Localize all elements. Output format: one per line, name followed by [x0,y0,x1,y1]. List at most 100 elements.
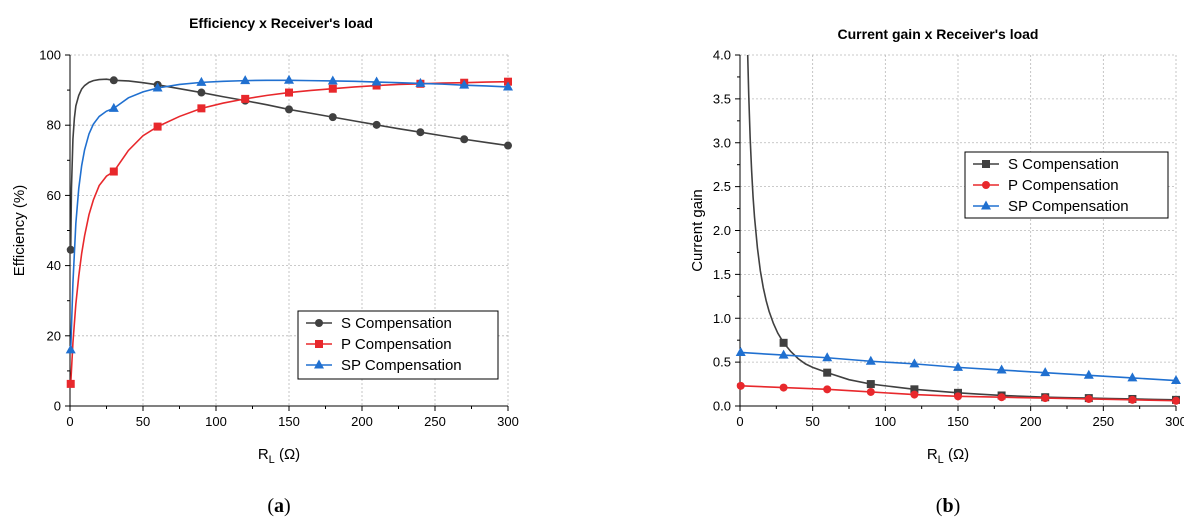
y-tick-label: 4.0 [713,48,731,63]
legend-marker [315,319,323,327]
data-point [953,361,963,371]
data-point [504,141,512,150]
y-tick-label: 2.5 [713,179,731,194]
x-tick-label: 50 [805,414,819,429]
series-line [70,80,508,384]
data-point [109,167,118,176]
series-line [70,79,508,350]
legend-label: SP Compensation [341,357,462,374]
data-point [822,352,833,362]
y-tick-label: 20 [47,328,61,343]
data-point [779,338,788,347]
data-point [1040,367,1051,377]
legend-marker [982,160,990,168]
data-point [371,76,382,86]
x-axis-label: RL (Ω) [258,446,300,466]
data-point [460,135,469,144]
series-sp [735,346,1181,385]
y-tick-label: 40 [47,258,61,273]
legend-marker [315,340,323,348]
data-point [1171,375,1181,385]
legend-label: P Compensation [1008,177,1119,194]
x-tick-label: 100 [874,414,896,429]
legend: S Compensation P Compensation SP Compensat… [297,310,499,380]
legend-label: SP Compensation [1008,198,1129,215]
x-tick-label: 250 [424,414,446,429]
data-point [735,346,746,356]
data-point [1041,394,1050,403]
x-tick-label: 300 [1165,414,1184,429]
x-tick-label: 200 [1020,414,1042,429]
y-tick-label: 1.0 [713,311,731,326]
y-tick-label: 100 [39,48,61,63]
data-point [1084,394,1093,403]
data-point [823,385,832,394]
x-tick-label: 200 [351,414,373,429]
data-point [866,380,875,389]
x-tick-label: 300 [497,414,519,429]
data-point [109,76,118,85]
data-point [823,368,832,377]
series-line [746,55,1176,401]
data-point [66,379,75,388]
x-axis-label: RL (Ω) [927,446,969,466]
data-point [197,104,206,113]
data-point [153,122,162,131]
data-point [328,113,337,122]
y-tick-label: 0 [54,399,61,414]
y-tick-label: 60 [47,188,61,203]
y-axis-label: Current gain [689,189,706,272]
data-point [108,102,119,112]
data-point [152,82,163,92]
data-point [1127,372,1138,382]
data-point [996,364,1007,374]
data-point [503,81,513,91]
data-point [284,74,294,84]
data-point [328,84,337,93]
legend-marker [981,200,991,210]
data-point [372,81,381,90]
data-point [66,245,75,254]
data-point [1128,395,1137,404]
data-point [866,387,875,396]
subfigure-caption: (b) [936,495,960,517]
x-tick-label: 0 [66,414,73,429]
legend-label: P Compensation [341,336,452,353]
x-tick-label: 100 [205,414,227,429]
data-point [285,88,293,97]
data-point [459,79,470,89]
data-point [954,392,962,401]
y-tick-label: 0.0 [713,399,731,414]
chart-title: Current gain x Receiver's load [838,26,1039,42]
y-tick-label: 1.5 [713,267,731,282]
chart-title: Efficiency x Receiver's load [189,15,373,31]
data-point [1083,369,1094,379]
chart-efficiency: 0 50 100 150 200 250 300 0 20 40 60 80 100 Efficiency… [11,15,519,517]
data-point [65,344,76,354]
data-point [865,355,876,365]
data-point [779,383,788,392]
x-tick-label: 150 [278,414,300,429]
subfigure-caption: (a) [267,495,290,517]
legend-box [297,310,499,380]
x-tick-label: 250 [1092,414,1114,429]
x-tick-label: 0 [736,414,743,429]
data-point [736,381,745,390]
data-point [197,88,206,97]
y-tick-label: 3.0 [713,135,731,150]
data-point [416,128,425,137]
legend-label: S Compensation [1008,156,1119,173]
data-point [372,120,381,129]
x-tick-label: 50 [136,414,150,429]
y-tick-label: 2.0 [713,223,731,238]
legend: S Compensation P Compensation SP Compensat… [964,151,1169,219]
data-point [910,390,919,399]
data-point [1172,396,1180,405]
data-point [909,358,920,368]
series-p [736,381,1180,405]
data-point [240,75,251,85]
data-point [910,385,919,394]
series-sp [65,74,513,354]
y-tick-label: 0.5 [713,355,731,370]
